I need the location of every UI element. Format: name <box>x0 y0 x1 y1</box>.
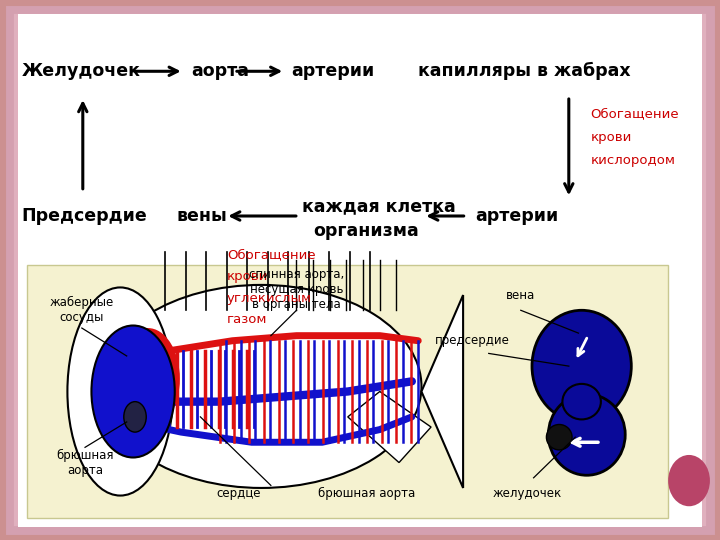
Ellipse shape <box>546 424 572 450</box>
Text: организма: организма <box>313 222 419 240</box>
Text: предсердие: предсердие <box>436 334 510 347</box>
Text: Обогащение: Обогащение <box>227 248 315 261</box>
Text: артерии: артерии <box>475 207 559 225</box>
Text: крови: крови <box>590 131 631 144</box>
Text: капилляры в жабрах: капилляры в жабрах <box>418 62 630 80</box>
Text: брюшная аорта: брюшная аорта <box>318 487 415 500</box>
Text: крови: крови <box>227 270 268 283</box>
Text: кислородом: кислородом <box>590 154 675 167</box>
Text: вена: вена <box>506 288 536 301</box>
Text: спинная аорта,
несущая кровь
в органы тела: спинная аорта, несущая кровь в органы те… <box>249 268 344 312</box>
Polygon shape <box>348 392 431 463</box>
Ellipse shape <box>562 384 601 420</box>
Ellipse shape <box>68 287 173 496</box>
Ellipse shape <box>124 402 146 432</box>
Text: сердце: сердце <box>217 487 261 500</box>
Text: жаберные
сосуды: жаберные сосуды <box>50 296 114 325</box>
Text: каждая клетка: каждая клетка <box>302 197 456 215</box>
Text: газом: газом <box>227 313 267 326</box>
Text: вены: вены <box>176 207 227 225</box>
Ellipse shape <box>532 310 631 422</box>
Polygon shape <box>421 295 463 488</box>
Text: Обогащение: Обогащение <box>590 107 679 120</box>
Ellipse shape <box>101 285 421 488</box>
Ellipse shape <box>549 394 625 475</box>
Text: артерии: артерии <box>292 62 375 80</box>
Text: желудочек: желудочек <box>492 487 562 500</box>
Text: Желудочек: Желудочек <box>22 62 140 80</box>
Text: аорта: аорта <box>191 62 249 80</box>
Ellipse shape <box>116 328 180 430</box>
Ellipse shape <box>668 455 710 507</box>
Text: брюшная
аорта: брюшная аорта <box>56 449 114 477</box>
Bar <box>27 265 668 518</box>
Text: углекислым: углекислым <box>227 292 312 305</box>
Text: Предсердие: Предсердие <box>22 207 148 225</box>
Ellipse shape <box>91 326 175 457</box>
